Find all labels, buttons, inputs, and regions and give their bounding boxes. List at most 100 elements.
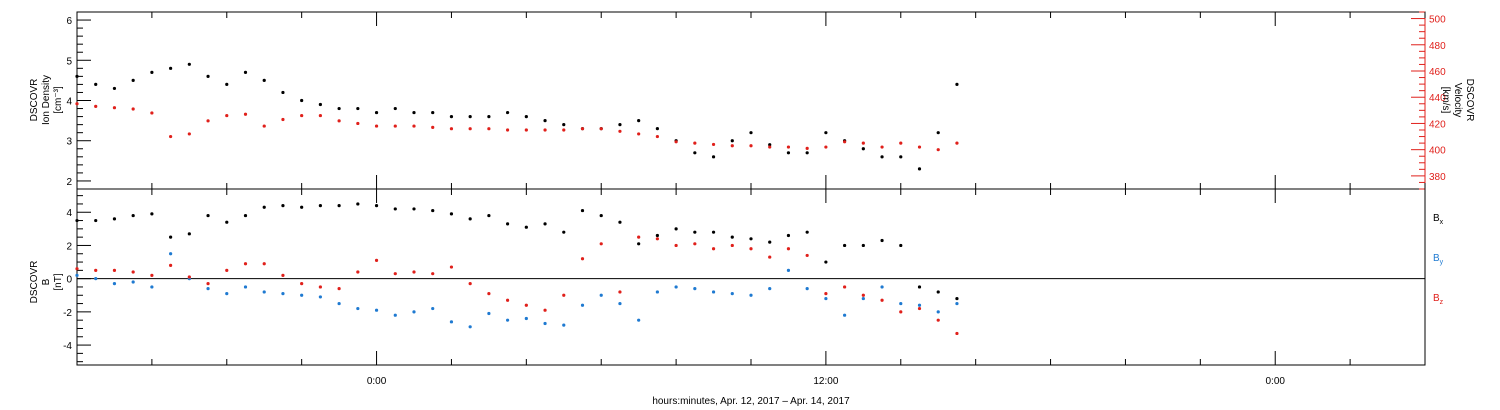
bz-point <box>768 255 772 259</box>
velocity-point <box>243 112 248 116</box>
bottom-left-axis: -4 -2 0 2 4 <box>63 195 91 363</box>
density-point <box>711 155 716 159</box>
bx-point <box>524 225 528 229</box>
bz-point <box>562 293 566 297</box>
density-point <box>393 106 397 111</box>
time-tick-label: 0:00 <box>1265 376 1285 387</box>
velocity-point <box>468 127 472 131</box>
by-point <box>843 313 847 317</box>
velocity-point <box>187 132 191 136</box>
density-point <box>506 110 510 115</box>
by-point <box>487 311 491 316</box>
x-axis-label: hours:minutes, Apr. 12, 2017 – Apr. 14, … <box>652 396 850 407</box>
bx-point <box>337 204 341 208</box>
top-right-ylabel-line3: [km/s] <box>1440 87 1451 114</box>
velocity-point <box>131 107 135 111</box>
velocity-point <box>449 127 454 131</box>
bz-point <box>225 268 229 272</box>
by-point <box>393 313 397 317</box>
bz-point <box>506 298 510 302</box>
velocity-point <box>337 119 341 123</box>
bz-point <box>637 235 641 239</box>
bx-point <box>824 260 828 264</box>
bz-point <box>580 257 585 261</box>
density-point <box>449 114 454 119</box>
velocity-point <box>674 140 678 144</box>
velocity-point <box>94 104 98 108</box>
bx-point <box>468 217 472 221</box>
velocity-point <box>861 141 865 145</box>
bz-point <box>955 331 959 336</box>
top-right-ylabel: DSCOVR Velocity [km/s] <box>1440 79 1475 122</box>
bx-point <box>75 218 79 223</box>
bx-point <box>562 230 566 234</box>
by-point <box>768 287 772 291</box>
top-series <box>75 62 959 171</box>
legend-bz: Bz <box>1433 293 1444 306</box>
bz-point <box>356 270 360 274</box>
bx-point <box>225 220 229 224</box>
bx-point <box>243 213 248 218</box>
bx-point <box>187 232 191 236</box>
b-tick-label: -4 <box>63 341 72 352</box>
bz-point <box>861 293 865 297</box>
density-point <box>524 114 528 119</box>
by-point <box>318 295 322 299</box>
time-tick-label: 0:00 <box>367 376 387 387</box>
bx-point <box>431 208 435 213</box>
density-point <box>206 74 210 78</box>
bz-point <box>300 282 304 286</box>
velocity-point <box>75 102 79 106</box>
density-point <box>917 167 922 171</box>
by-point <box>936 310 940 314</box>
density-point <box>730 139 734 143</box>
density-point <box>749 131 753 135</box>
bz-point <box>75 267 79 271</box>
bx-point <box>618 220 622 224</box>
density-point <box>824 131 828 135</box>
density-point <box>150 70 154 74</box>
by-point <box>749 293 753 297</box>
bx-point <box>169 235 173 239</box>
velocity-point <box>225 113 229 118</box>
velocity-point <box>506 128 510 132</box>
velocity-point <box>955 141 959 145</box>
velocity-point <box>599 127 603 131</box>
by-point <box>374 308 379 312</box>
velocity-point <box>843 140 847 144</box>
bz-point <box>618 290 622 294</box>
bz-point <box>543 308 547 312</box>
by-point <box>693 287 697 291</box>
velocity-point <box>356 121 360 126</box>
density-point <box>543 119 547 123</box>
bz-point <box>711 247 716 251</box>
bz-point <box>150 273 154 277</box>
bx-point <box>749 237 753 241</box>
bottom-ylabel: DSCOVR B [nT] <box>29 261 64 304</box>
density-point <box>300 98 304 103</box>
density-point <box>487 114 491 119</box>
by-point <box>861 296 865 301</box>
bx-point <box>711 230 716 234</box>
b-legend: Bx By Bz <box>1433 213 1444 306</box>
bz-point <box>449 265 454 269</box>
bz-point <box>899 310 903 314</box>
by-point <box>618 301 622 306</box>
velocity-tick-label: 480 <box>1429 41 1446 52</box>
density-point <box>768 143 772 147</box>
density-point <box>880 155 884 159</box>
velocity-point <box>637 132 641 136</box>
bx-point <box>899 243 903 248</box>
top-panel-frame <box>76 11 1426 190</box>
bz-point <box>599 242 603 246</box>
velocity-point <box>730 144 734 148</box>
bx-point <box>917 285 922 289</box>
velocity-point <box>543 128 547 132</box>
by-point <box>431 306 435 311</box>
density-point <box>618 123 622 127</box>
velocity-point <box>768 145 772 149</box>
by-point <box>300 293 304 297</box>
by-point <box>599 293 603 297</box>
bz-point <box>393 272 397 276</box>
